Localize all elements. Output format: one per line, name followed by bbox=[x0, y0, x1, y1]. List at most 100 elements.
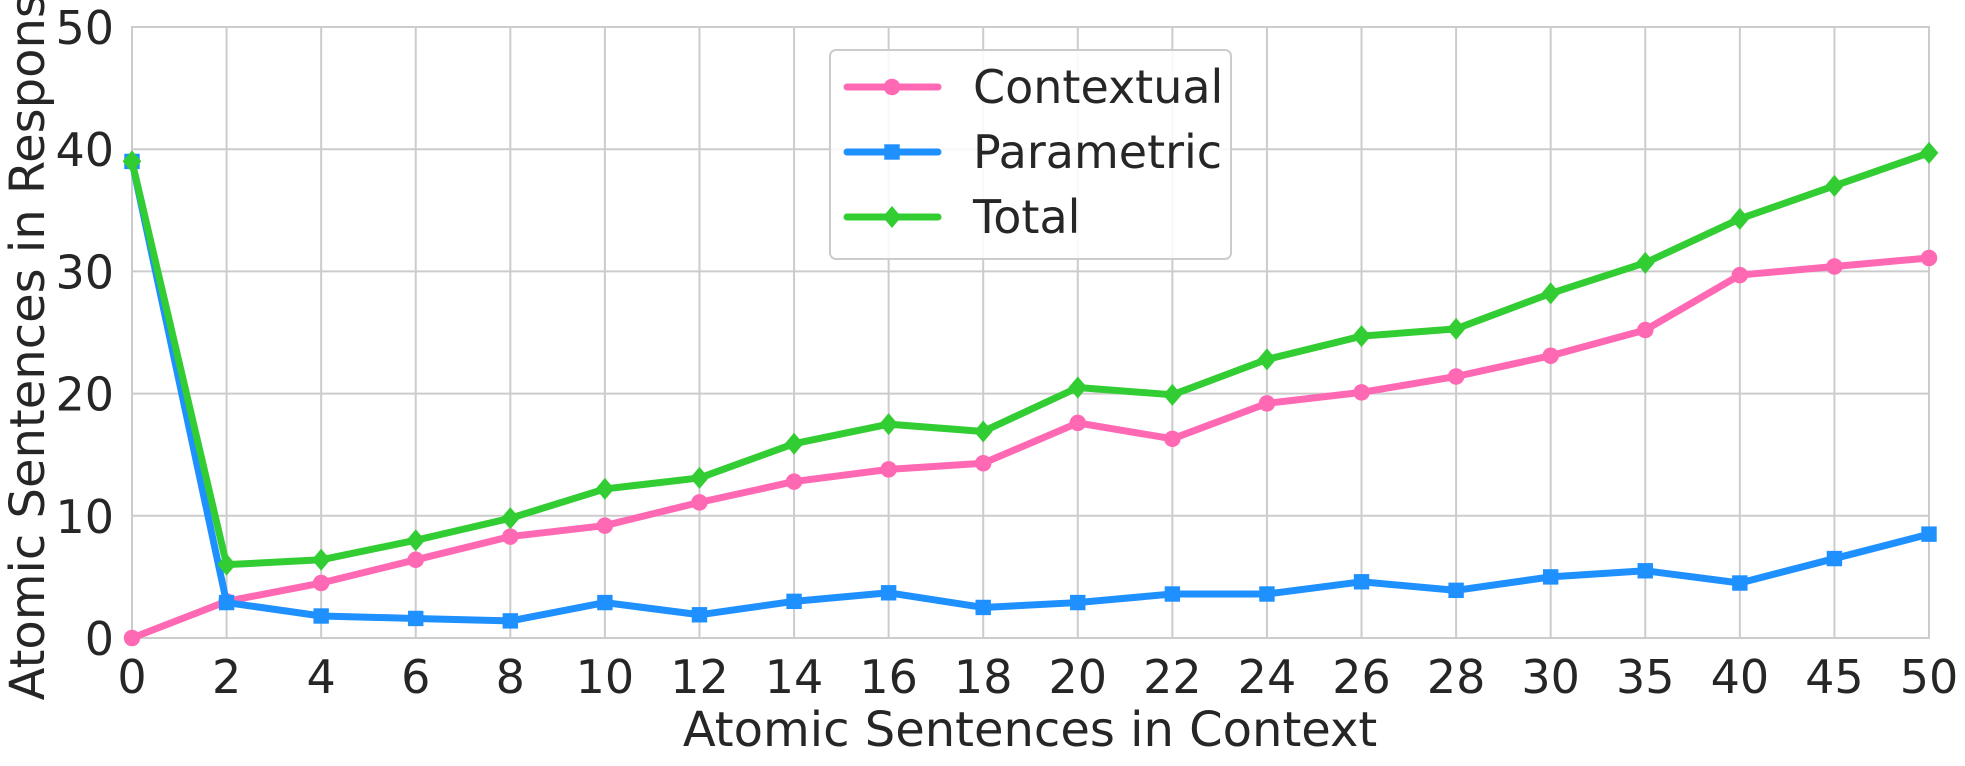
parametric-point bbox=[1542, 569, 1559, 585]
plot-frame bbox=[131, 26, 1930, 639]
total-point bbox=[122, 150, 142, 173]
contextual-line bbox=[128, 254, 1933, 642]
y-tick-label: 0 bbox=[85, 612, 114, 666]
x-tick-label: 30 bbox=[1521, 650, 1580, 704]
x-tick-label: 24 bbox=[1238, 650, 1297, 704]
contextual-point bbox=[785, 473, 803, 490]
parametric-point bbox=[880, 585, 897, 601]
total-line bbox=[128, 149, 1933, 569]
total-point bbox=[1919, 141, 1939, 164]
contextual-point bbox=[312, 574, 330, 592]
parametric-point bbox=[1637, 563, 1653, 579]
legend-item-total: Total bbox=[843, 190, 1080, 244]
total-point bbox=[1068, 376, 1088, 399]
legend-label: Parametric bbox=[973, 125, 1222, 179]
total-point bbox=[406, 529, 426, 552]
y-tick-label: 10 bbox=[55, 490, 114, 544]
legend-label: Total bbox=[972, 190, 1080, 244]
total-point bbox=[1541, 282, 1561, 305]
x-tick-label: 20 bbox=[1049, 650, 1108, 704]
y-tick-labels: 0 10 20 30 40 50 bbox=[55, 1, 114, 666]
contextual-point bbox=[1353, 384, 1370, 401]
contextual-point bbox=[1542, 347, 1559, 364]
x-tick-label: 2 bbox=[212, 650, 241, 704]
x-tick-label: 28 bbox=[1427, 650, 1486, 704]
total-series bbox=[122, 141, 1939, 576]
legend-marker bbox=[884, 144, 900, 160]
total-point bbox=[1635, 251, 1655, 274]
contextual-point bbox=[1920, 249, 1938, 267]
total-point bbox=[500, 507, 520, 530]
parametric-point bbox=[975, 599, 991, 616]
parametric-point bbox=[691, 607, 708, 623]
y-tick-label: 50 bbox=[55, 1, 114, 55]
y-tick-label: 30 bbox=[55, 245, 114, 299]
parametric-point bbox=[1448, 582, 1464, 599]
contextual-point bbox=[596, 517, 614, 534]
legend-item-parametric: Parametric bbox=[843, 125, 1222, 179]
total-point bbox=[973, 420, 993, 443]
total-point bbox=[690, 466, 709, 489]
parametric-point bbox=[1259, 586, 1275, 602]
x-axis-title: Atomic Sentences in Context bbox=[683, 702, 1377, 758]
x-tick-label: 22 bbox=[1143, 650, 1202, 704]
contextual-point bbox=[407, 551, 424, 569]
parametric-point bbox=[502, 613, 519, 629]
total-point bbox=[1257, 348, 1277, 371]
legend-label: Contextual bbox=[973, 60, 1223, 114]
series-layer bbox=[122, 141, 1939, 647]
legend-box bbox=[829, 49, 1232, 260]
x-tick-label: 18 bbox=[954, 650, 1013, 704]
contextual-series bbox=[123, 249, 1938, 647]
y-tick-label: 40 bbox=[55, 123, 114, 177]
total-point bbox=[595, 477, 615, 500]
x-tick-label: 10 bbox=[576, 650, 635, 704]
contextual-point bbox=[123, 629, 141, 647]
total-point bbox=[217, 553, 236, 576]
parametric-point bbox=[597, 594, 613, 611]
total-point bbox=[1825, 174, 1844, 197]
parametric-series bbox=[124, 153, 1937, 629]
contextual-point bbox=[502, 528, 519, 545]
y-axis-title: Atomic Sentences in Response bbox=[0, 0, 56, 700]
contextual-point bbox=[691, 494, 708, 511]
parametric-line bbox=[128, 157, 1933, 625]
parametric-point bbox=[218, 594, 235, 611]
x-tick-label: 14 bbox=[765, 650, 824, 704]
contextual-point bbox=[1164, 430, 1181, 448]
y-tick-label: 20 bbox=[55, 368, 114, 422]
total-point bbox=[879, 413, 898, 436]
legend-marker bbox=[883, 78, 901, 96]
total-point bbox=[1352, 325, 1371, 348]
parametric-point bbox=[1921, 526, 1937, 542]
parametric-point bbox=[1164, 586, 1181, 602]
legend-marker bbox=[882, 206, 902, 228]
parametric-point bbox=[1826, 550, 1843, 567]
x-tick-label: 16 bbox=[859, 650, 918, 704]
total-point bbox=[784, 432, 804, 455]
total-point bbox=[1730, 207, 1750, 230]
parametric-point bbox=[1732, 575, 1748, 591]
x-tick-label: 26 bbox=[1332, 650, 1391, 704]
contextual-point bbox=[1731, 266, 1749, 284]
parametric-point bbox=[1070, 594, 1086, 611]
parametric-point bbox=[313, 608, 329, 624]
total-point bbox=[1163, 383, 1182, 406]
x-tick-label: 12 bbox=[670, 650, 729, 704]
x-tick-label: 50 bbox=[1900, 650, 1959, 704]
contextual-point bbox=[1826, 258, 1843, 275]
x-tick-label: 4 bbox=[307, 650, 336, 704]
parametric-point bbox=[1353, 574, 1370, 590]
legend: Contextual Parametric Total bbox=[829, 49, 1232, 260]
parametric-point bbox=[408, 610, 424, 627]
total-point bbox=[311, 548, 331, 571]
contextual-point bbox=[1637, 321, 1654, 339]
x-tick-label: 45 bbox=[1805, 650, 1864, 704]
contextual-point bbox=[880, 461, 897, 478]
contextual-point bbox=[1447, 368, 1465, 385]
x-tick-labels: 0 2 4 6 8 10 12 14 16 18 20 22 24 26 28 30 35 40 45 50 bbox=[117, 650, 1958, 704]
contextual-point bbox=[1069, 414, 1087, 432]
total-point bbox=[1446, 317, 1466, 340]
x-tick-label: 8 bbox=[496, 650, 525, 704]
